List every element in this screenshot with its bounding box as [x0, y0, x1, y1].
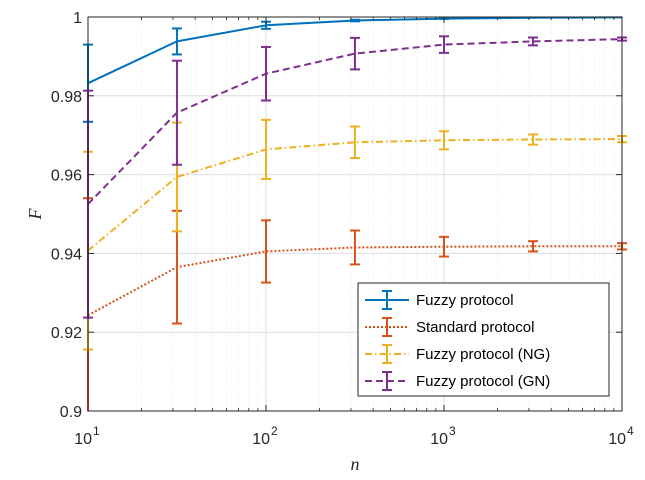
plot-area-frame	[87, 16, 623, 412]
legend-entry: Fuzzy protocol (NG)	[365, 344, 550, 364]
x-tick-label-base: 10	[74, 431, 92, 448]
x-tick-label-base: 10	[252, 431, 270, 448]
y-tick-label: 0.98	[51, 89, 82, 106]
error-bar	[261, 219, 271, 284]
error-bar	[349, 125, 360, 160]
y-tick-label: 0.92	[51, 325, 82, 342]
error-bar	[171, 59, 182, 166]
y-tick-label: 1	[73, 10, 82, 27]
legend-label: Standard protocol	[416, 319, 534, 336]
x-tick-label-base: 10	[430, 431, 448, 448]
error-bar	[171, 27, 182, 56]
y-tick-label: 0.96	[51, 168, 82, 185]
x-tick-label: 10 2	[252, 424, 278, 448]
error-bar	[349, 18, 360, 23]
error-bar	[439, 35, 449, 54]
error-bar	[349, 229, 360, 266]
error-bar	[527, 133, 538, 146]
legend-box	[357, 282, 610, 397]
x-axis-label: n	[351, 454, 360, 474]
tick-labels: 10 1 10 2 10 3 10 40.90.920.940.960.981	[51, 10, 634, 448]
error-bar	[349, 36, 360, 71]
legend: Fuzzy protocol Standard protocol Fuzzy pro…	[357, 282, 610, 397]
legend-entry: Standard protocol	[365, 317, 534, 337]
error-bar	[527, 240, 538, 253]
x-tick-label: 10 3	[430, 424, 456, 448]
legend-entry: Fuzzy protocol	[365, 290, 514, 310]
legend-entries: Fuzzy protocol Standard protocol Fuzzy pro…	[365, 290, 550, 391]
x-tick-label-exponent: 2	[271, 424, 278, 438]
legend-label: Fuzzy protocol (GN)	[416, 373, 550, 390]
y-tick-label: 0.94	[51, 246, 82, 263]
x-tick-label: 10 4	[608, 424, 634, 448]
error-bar	[261, 45, 271, 102]
x-tick-label-exponent: 1	[93, 424, 100, 438]
x-tick-label: 10 1	[74, 424, 100, 448]
error-bar	[439, 235, 449, 258]
x-tick-label-exponent: 4	[627, 424, 634, 438]
y-tick-label: 0.9	[60, 404, 82, 421]
legend-entry: Fuzzy protocol (GN)	[365, 371, 550, 391]
error-bar	[527, 36, 538, 47]
tick-marks	[87, 16, 623, 412]
legend-label: Fuzzy protocol	[416, 292, 514, 309]
error-bar	[261, 118, 271, 180]
legend-label: Fuzzy protocol (NG)	[416, 346, 550, 363]
y-axis-label: F	[25, 208, 45, 221]
x-tick-label-base: 10	[608, 431, 626, 448]
x-tick-label-exponent: 3	[449, 424, 456, 438]
error-bar	[439, 130, 449, 151]
